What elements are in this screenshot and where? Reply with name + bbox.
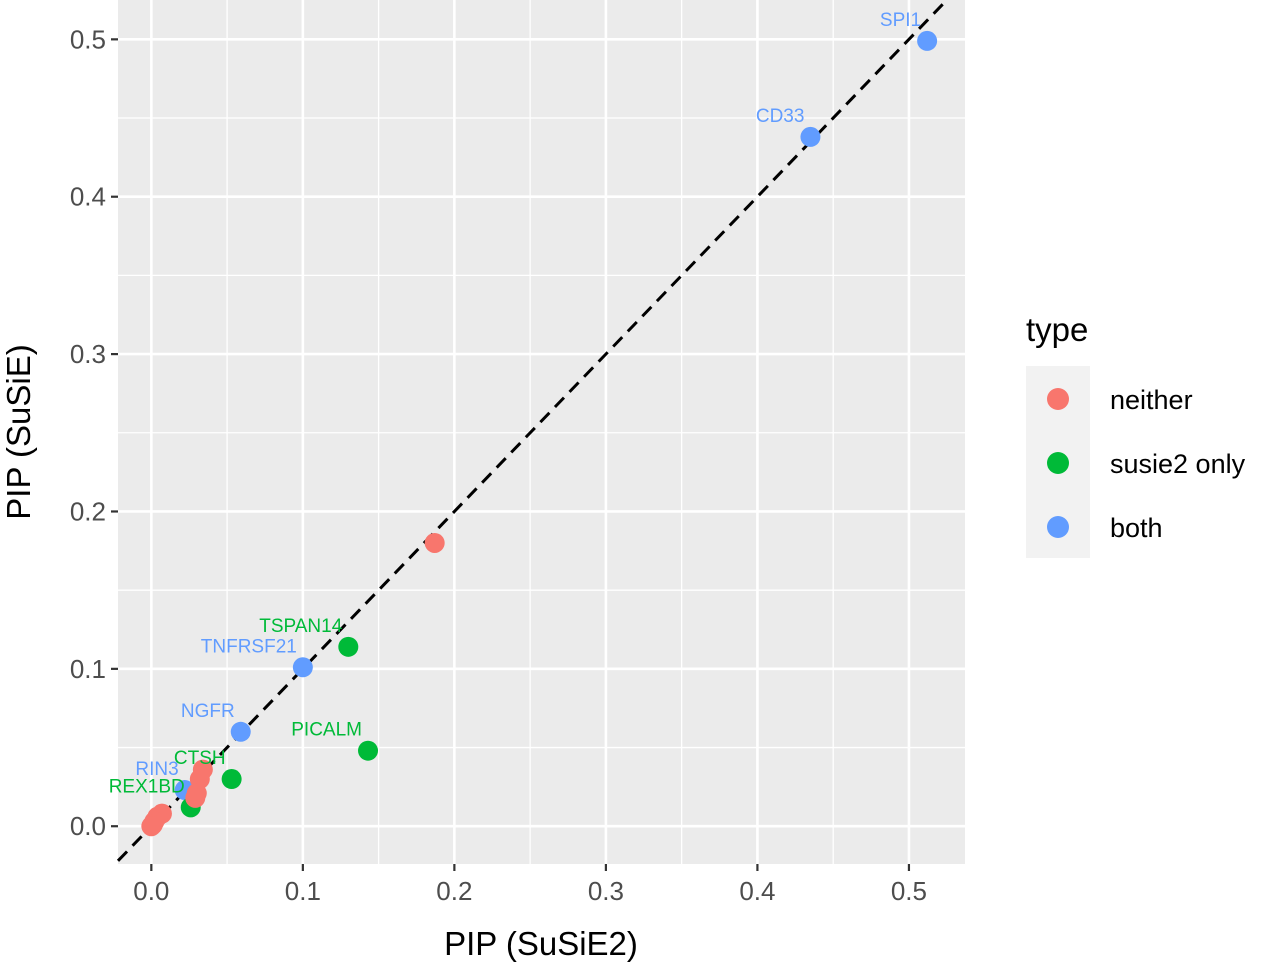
legend-swatch-neither — [1047, 388, 1069, 410]
data-point-both — [800, 126, 821, 147]
y-tick-label: 0.3 — [70, 339, 106, 369]
point-label: TSPAN14 — [259, 616, 343, 637]
point-label: NGFR — [181, 701, 235, 722]
legend-label-neither: neither — [1110, 385, 1193, 415]
data-point-both — [917, 30, 938, 51]
legend: type neither susie2 only both — [1026, 311, 1246, 558]
x-axis-title: PIP (SuSiE2) — [444, 925, 638, 962]
data-point-susie2-only — [221, 769, 242, 790]
point-label: SPI1 — [880, 10, 921, 31]
point-label: CTSH — [174, 748, 226, 769]
x-tick-label: 0.2 — [436, 876, 472, 906]
legend-swatch-both — [1047, 516, 1069, 538]
plot-panel — [118, 0, 965, 864]
x-axis: 0.0 0.1 0.2 0.3 0.4 0.5 — [133, 864, 927, 906]
x-tick-label: 0.4 — [739, 876, 775, 906]
point-label: CD33 — [756, 106, 805, 127]
y-tick-label: 0.0 — [70, 811, 106, 841]
data-point-both — [230, 721, 251, 742]
data-points — [141, 30, 938, 837]
point-label: PICALM — [291, 720, 362, 741]
data-point-susie2-only — [338, 636, 359, 657]
legend-label-susie2-only: susie2 only — [1110, 449, 1246, 479]
legend-label-both: both — [1110, 513, 1163, 543]
data-point-susie2-only — [358, 740, 379, 761]
data-point-both — [292, 657, 313, 678]
data-point-neither — [185, 787, 206, 808]
x-tick-label: 0.5 — [891, 876, 927, 906]
y-axis: 0.0 0.1 0.2 0.3 0.4 0.5 — [70, 24, 118, 841]
data-point-neither — [141, 816, 162, 837]
x-tick-label: 0.3 — [588, 876, 624, 906]
data-point-neither — [424, 532, 445, 553]
y-tick-label: 0.5 — [70, 24, 106, 54]
y-axis-title: PIP (SuSiE) — [0, 344, 37, 519]
legend-entries: neither susie2 only both — [1047, 385, 1246, 543]
major-gridlines — [118, 0, 965, 864]
x-tick-label: 0.1 — [285, 876, 321, 906]
legend-title: type — [1026, 311, 1088, 348]
y-tick-label: 0.4 — [70, 182, 106, 212]
point-label: REX1BD — [109, 776, 185, 797]
point-labels: SPI1 CD33 TNFRSF21 NGFR RIN3 TSPAN14 PICALM CTS… — [109, 10, 921, 797]
x-tick-label: 0.0 — [133, 876, 169, 906]
y-tick-label: 0.2 — [70, 496, 106, 526]
point-label: TNFRSF21 — [201, 636, 297, 657]
legend-swatch-susie2-only — [1047, 452, 1069, 474]
point-label: RIN3 — [135, 759, 178, 780]
y-tick-label: 0.1 — [70, 654, 106, 684]
